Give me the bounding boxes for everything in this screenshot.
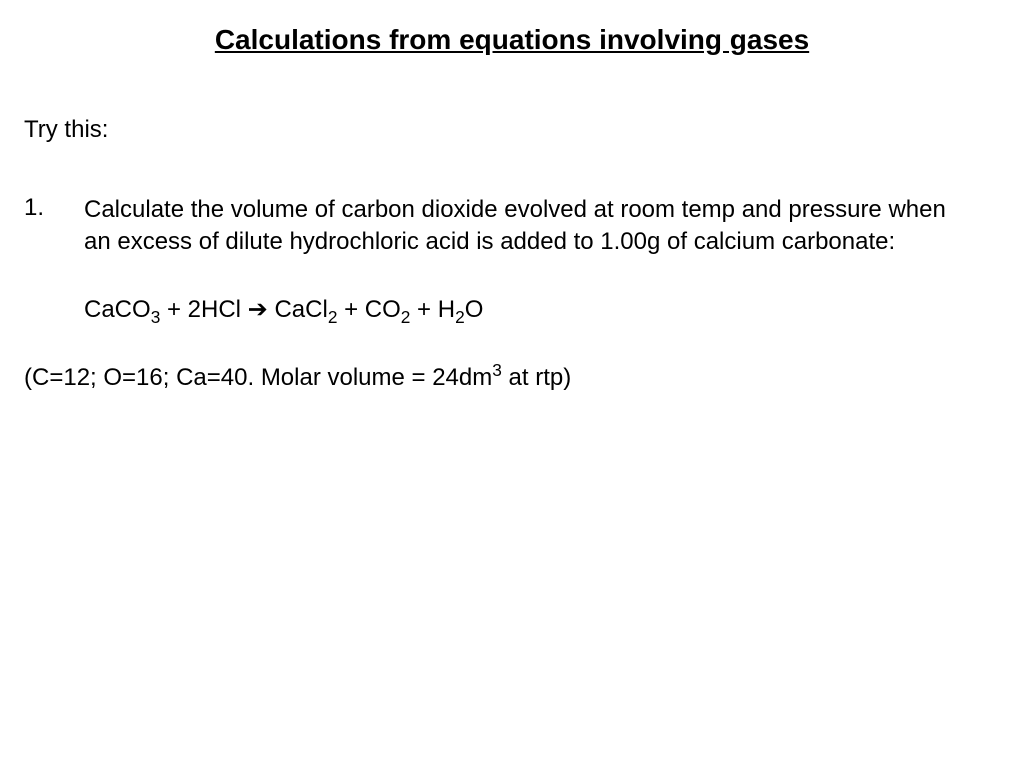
- product-3-tail: O: [465, 296, 484, 323]
- product-2-sub: 2: [401, 307, 411, 327]
- plus-3: +: [410, 296, 437, 323]
- reaction-arrow-icon: ➔: [241, 296, 274, 323]
- problem-number: 1.: [24, 194, 84, 259]
- reactant-2-base: HCl: [201, 296, 241, 323]
- problem-text: Calculate the volume of carbon dioxide e…: [84, 194, 1004, 259]
- givens-text: (C=12; O=16; Ca=40. Molar volume = 24dm3…: [24, 364, 1004, 392]
- plus-1: +: [160, 296, 187, 323]
- givens-prefix: (C=12; O=16; Ca=40. Molar volume = 24dm: [24, 364, 492, 391]
- givens-suffix: at rtp): [502, 364, 571, 391]
- reactant-2-coef: 2: [188, 296, 201, 323]
- chemical-equation: CaCO3 + 2HCl ➔ CaCl2 + CO2 + H2O: [84, 295, 1004, 324]
- slide-title: Calculations from equations involving ga…: [20, 24, 1004, 56]
- product-1-base: CaCl: [274, 296, 327, 323]
- product-3-base: H: [438, 296, 455, 323]
- problem-block: 1. Calculate the volume of carbon dioxid…: [24, 194, 1004, 259]
- product-3-sub: 2: [455, 307, 465, 327]
- intro-text: Try this:: [24, 116, 1004, 144]
- plus-2: +: [337, 296, 364, 323]
- givens-sup: 3: [492, 360, 502, 380]
- product-2-base: CO: [365, 296, 401, 323]
- product-1-sub: 2: [328, 307, 338, 327]
- reactant-1-base: CaCO: [84, 296, 151, 323]
- problem-row: 1. Calculate the volume of carbon dioxid…: [24, 194, 1004, 259]
- reactant-1-sub: 3: [151, 307, 161, 327]
